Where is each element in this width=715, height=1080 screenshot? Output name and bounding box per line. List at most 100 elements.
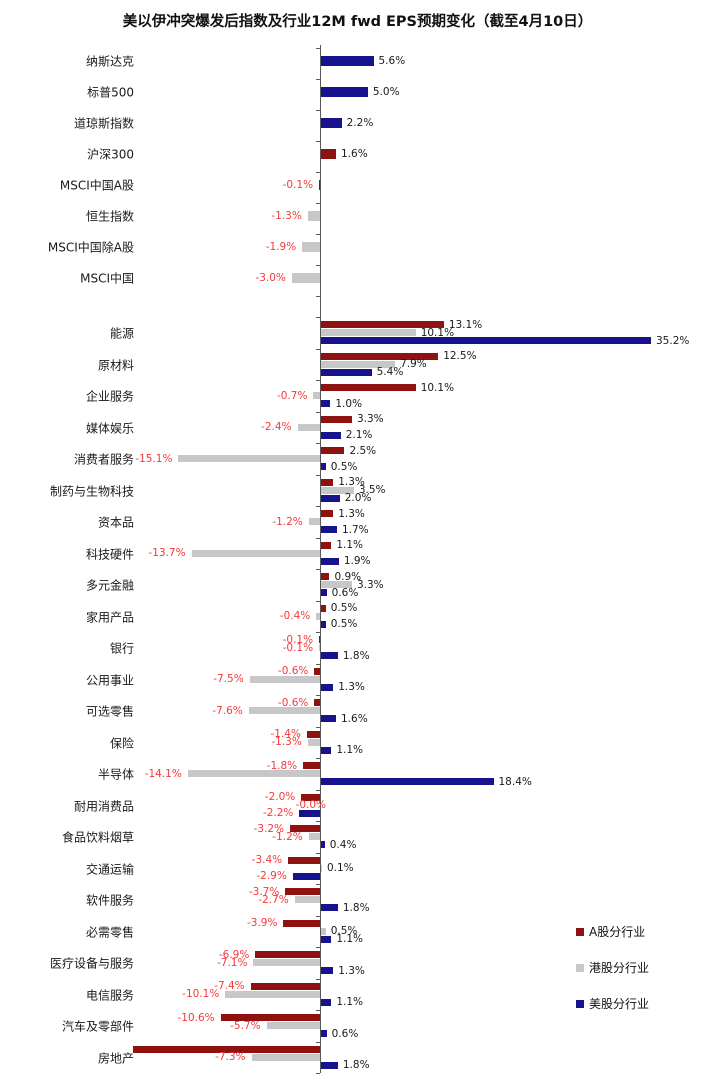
axis-tick: [316, 1010, 320, 1011]
category-label: 耐用消费品: [73, 799, 134, 813]
value-label: -0.0%: [295, 799, 326, 811]
axis-tick: [316, 474, 320, 476]
value-label: 18.4%: [498, 775, 532, 788]
category-label: 企业服务: [85, 389, 134, 404]
value-label: -6.9%: [218, 948, 250, 961]
category-label: 能源: [109, 326, 134, 341]
bar: [187, 770, 320, 777]
value-label: -3.2%: [253, 822, 284, 835]
value-label: 1.6%: [341, 148, 368, 160]
legend-label: 美股分行业: [589, 997, 650, 1011]
bar: [321, 118, 342, 128]
value-label: -7.4%: [214, 980, 245, 992]
axis-tick: [316, 695, 320, 696]
bar: [133, 1045, 320, 1053]
value-label: -7.1%: [216, 956, 248, 969]
value-label: -2.4%: [261, 421, 292, 433]
bar: [220, 1014, 320, 1021]
bar: [321, 864, 322, 872]
bar: [251, 1053, 320, 1061]
value-label: 2.0%: [344, 492, 372, 504]
bar: [321, 337, 651, 344]
axis-tick: [316, 632, 320, 633]
axis-tick: [316, 978, 320, 980]
axis-tick: [316, 1073, 320, 1074]
value-label: 2.1%: [345, 429, 373, 441]
bar: [248, 707, 320, 714]
axis-tick: [316, 79, 320, 80]
value-label: -10.1%: [182, 988, 220, 1000]
value-label: -0.1%: [282, 179, 314, 191]
value-label: 1.8%: [342, 1059, 370, 1071]
value-label: 7.9%: [400, 358, 427, 370]
value-label: 5.0%: [372, 86, 400, 98]
value-label: 1.1%: [336, 744, 363, 756]
bar: [321, 715, 336, 722]
bar: [266, 1022, 320, 1029]
value-label: -3.4%: [251, 854, 283, 866]
category-label: 消费者服务: [73, 452, 134, 467]
value-label: -1.2%: [272, 830, 303, 843]
bar: [321, 1030, 327, 1037]
value-label: 1.1%: [336, 933, 363, 945]
legend-item: 美股分行业: [576, 995, 649, 1012]
value-label: -1.3%: [271, 210, 302, 222]
value-label: -10.6%: [177, 1011, 215, 1024]
category-label: 食品饮料烟草: [61, 830, 134, 845]
bar: [321, 149, 336, 159]
value-label: 1.3%: [338, 964, 365, 977]
value-label: 1.8%: [342, 649, 370, 662]
bar: [292, 872, 320, 880]
category-label: 原材料: [97, 358, 134, 372]
axis-tick: [316, 758, 320, 759]
axis-tick: [316, 348, 320, 350]
value-label: -1.9%: [265, 241, 297, 253]
value-label: 1.0%: [335, 397, 363, 410]
bar: [321, 778, 494, 785]
value-label: -3.7%: [248, 885, 280, 898]
axis-tick: [316, 234, 320, 235]
bar: [321, 478, 334, 486]
bar: [321, 494, 340, 502]
bar: [321, 967, 334, 974]
value-label: -3.0%: [255, 272, 286, 284]
axis-tick: [316, 411, 320, 413]
bar: [321, 384, 416, 391]
value-label: 0.6%: [331, 586, 359, 599]
legend-item: A股分行业: [576, 923, 649, 940]
value-label: 0.9%: [334, 570, 362, 583]
category-label: 制药与生物科技: [49, 484, 134, 498]
value-label: -0.6%: [277, 696, 309, 709]
value-label: 2.2%: [346, 117, 374, 129]
category-label: 科技硬件: [85, 547, 134, 561]
value-label: -1.2%: [272, 515, 303, 528]
bar: [321, 683, 334, 691]
bar: [306, 730, 320, 738]
axis-zero-line: [320, 45, 321, 1073]
bar: [321, 510, 334, 517]
category-label: 交通运输: [85, 862, 134, 876]
value-label: 0.5%: [330, 925, 358, 937]
category-label: 资本品: [97, 515, 134, 530]
bar: [321, 526, 337, 533]
axis-tick: [316, 915, 320, 917]
bar: [321, 620, 326, 628]
axis-tick: [316, 600, 320, 602]
value-label: -1.4%: [270, 728, 301, 740]
value-label: 1.3%: [338, 681, 365, 693]
bar: [249, 675, 320, 683]
axis-tick: [316, 726, 320, 728]
value-label: -14.1%: [144, 767, 182, 780]
value-label: 0.4%: [329, 838, 357, 851]
axis-tick: [316, 663, 320, 665]
bar: [321, 360, 396, 368]
bar: [321, 1061, 338, 1069]
bar: [321, 573, 330, 580]
category-label: 多元金融: [85, 578, 134, 593]
bar: [316, 612, 320, 620]
bar: [253, 959, 320, 966]
legend-label: A股分行业: [589, 925, 646, 939]
category-label: 纳斯达克: [85, 54, 134, 69]
category-label: 标普500: [87, 85, 134, 100]
bar: [290, 825, 320, 832]
